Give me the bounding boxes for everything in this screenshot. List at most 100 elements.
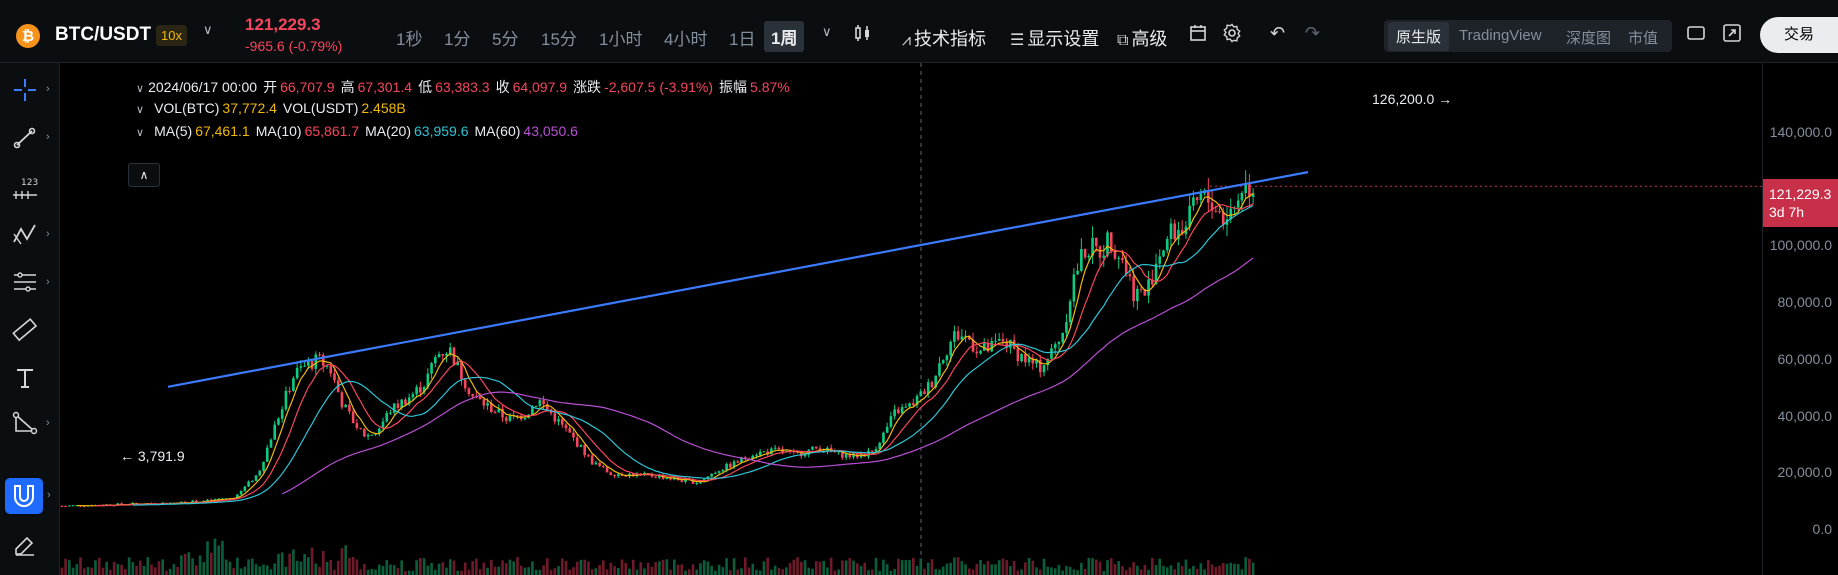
volume-bar [788, 562, 792, 575]
ohlc-legend: ∨ 2024/06/17 00:00 开 66,707.9 高 67,301.4 低 63,3… [136, 77, 790, 97]
chevron-down-icon[interactable]: ∨ [136, 127, 145, 139]
volume-bar [381, 565, 385, 575]
undo-icon[interactable]: ↶ [1270, 23, 1286, 43]
candle-body [1192, 197, 1195, 206]
fullscreen-icon[interactable] [1722, 23, 1742, 48]
window-icon[interactable] [1686, 23, 1706, 48]
volume-bar [844, 560, 848, 575]
volume-bar [631, 559, 635, 575]
volume-bar [407, 570, 411, 575]
chevron-right-icon[interactable]: › [46, 228, 50, 240]
indicators-button[interactable]: ⩘ 技术指标 [902, 29, 987, 49]
volume-bar [1050, 567, 1053, 575]
candle-body [953, 331, 956, 342]
ohlc-value-1: 66,707.9 [280, 79, 335, 95]
view-tab-3[interactable]: 深度图 [1566, 30, 1612, 47]
candle-body [389, 412, 392, 414]
candle-body [314, 354, 318, 369]
number-tool[interactable]: 123 [10, 173, 40, 203]
advanced-button[interactable]: ⧉ 高级 [1117, 29, 1168, 49]
interval-3[interactable]: 5分 [492, 30, 519, 49]
candle-body [598, 462, 601, 467]
volume-bar [799, 561, 803, 575]
candle-body [516, 415, 519, 417]
volume-bar [1143, 564, 1147, 575]
chevron-down-icon[interactable]: ∨ [203, 22, 213, 37]
volume-bar [202, 562, 206, 575]
pattern-tool[interactable]: › [10, 220, 50, 250]
interval-2[interactable]: 1分 [444, 30, 471, 49]
interval-6[interactable]: 4小时 [664, 30, 708, 49]
volume-bar [538, 569, 542, 575]
interval-1[interactable]: 1秒 [396, 30, 423, 49]
volume-bar [251, 558, 254, 575]
candle-body [672, 477, 676, 480]
redo-icon[interactable]: ↷ [1305, 23, 1321, 43]
trade-button[interactable]: 交易 [1760, 17, 1838, 53]
interval-8[interactable]: 1周 [764, 21, 805, 52]
view-tab-2[interactable]: TradingView [1459, 27, 1542, 44]
candle-body [941, 360, 945, 364]
gear-icon[interactable] [1222, 23, 1242, 48]
text-tool[interactable] [10, 363, 40, 393]
candle-body [404, 399, 407, 405]
view-tab-4[interactable]: 市值 [1628, 30, 1659, 47]
volume-bar [624, 562, 628, 575]
chevron-right-icon[interactable]: › [46, 417, 50, 429]
chevron-right-icon[interactable]: › [46, 83, 50, 95]
collapse-legend-button[interactable]: ∧ [128, 163, 160, 187]
chevron-right-icon[interactable]: › [47, 489, 51, 501]
shape-tool[interactable]: › [10, 409, 50, 439]
volume-bar [837, 569, 840, 575]
chart-plot[interactable] [60, 63, 1762, 575]
volume-bar [1057, 564, 1061, 575]
candle-body [1035, 359, 1038, 364]
candle-body [120, 503, 123, 505]
leverage-badge[interactable]: 10x [156, 25, 187, 46]
volume-bar [878, 570, 882, 575]
ohlc-value-6: 5.87% [750, 79, 790, 95]
magnet-icon [14, 485, 34, 507]
volume-bar [1147, 569, 1150, 575]
volume-bar [75, 564, 79, 575]
volume-bar [299, 561, 303, 575]
chevron-down-icon[interactable]: ∨ [136, 83, 145, 95]
magnet-tool[interactable]: › [5, 478, 51, 514]
trendline-tool[interactable]: › [10, 123, 50, 153]
interval-5[interactable]: 1小时 [599, 30, 643, 49]
volume-bar [97, 558, 101, 575]
pair-name[interactable]: BTC/USDT [55, 24, 152, 45]
candlestick-chart[interactable]: ∨ 2024/06/17 00:00 开 66,707.9 高 67,301.4 低 63,3… [60, 63, 1762, 575]
ma-label-4: MA(60) [474, 123, 521, 139]
calendar-icon[interactable] [1188, 23, 1208, 48]
display-settings-button[interactable]: ☰ 显示设置 [1010, 29, 1100, 49]
eraser-tool[interactable] [10, 529, 40, 559]
volume-bar [183, 553, 187, 575]
volume-bar [333, 569, 336, 575]
interval-chevron-down-icon[interactable]: ∨ [822, 24, 832, 39]
volume-bar [777, 567, 781, 575]
chevron-right-icon[interactable]: › [46, 276, 50, 288]
interval-4[interactable]: 15分 [541, 30, 577, 49]
price-axis[interactable]: 140,000.0120,000.0100,000.080,000.060,00… [1762, 63, 1838, 575]
candle-body [684, 478, 687, 482]
crosshair-tool[interactable]: › [10, 75, 50, 105]
candle-type-icon[interactable] [853, 23, 873, 48]
chevron-down-icon[interactable]: ∨ [136, 104, 145, 116]
measure-tool[interactable] [10, 315, 40, 345]
volume-bar [497, 566, 501, 575]
interval-7[interactable]: 1日 [729, 30, 756, 49]
candle-body [1139, 288, 1143, 290]
volume-bar [303, 553, 306, 575]
volume-bar [1162, 565, 1165, 575]
fib-tool[interactable]: › [10, 268, 50, 298]
chevron-right-icon[interactable]: › [46, 131, 50, 143]
candle-body [277, 418, 280, 425]
volume-bar [68, 560, 71, 575]
ma-20-line [132, 205, 1254, 506]
view-tab-1[interactable]: 原生版 [1388, 22, 1450, 51]
volume-bar [101, 567, 105, 575]
candle-body [538, 400, 542, 406]
candle-body [915, 396, 919, 406]
volume-bar [131, 562, 135, 575]
